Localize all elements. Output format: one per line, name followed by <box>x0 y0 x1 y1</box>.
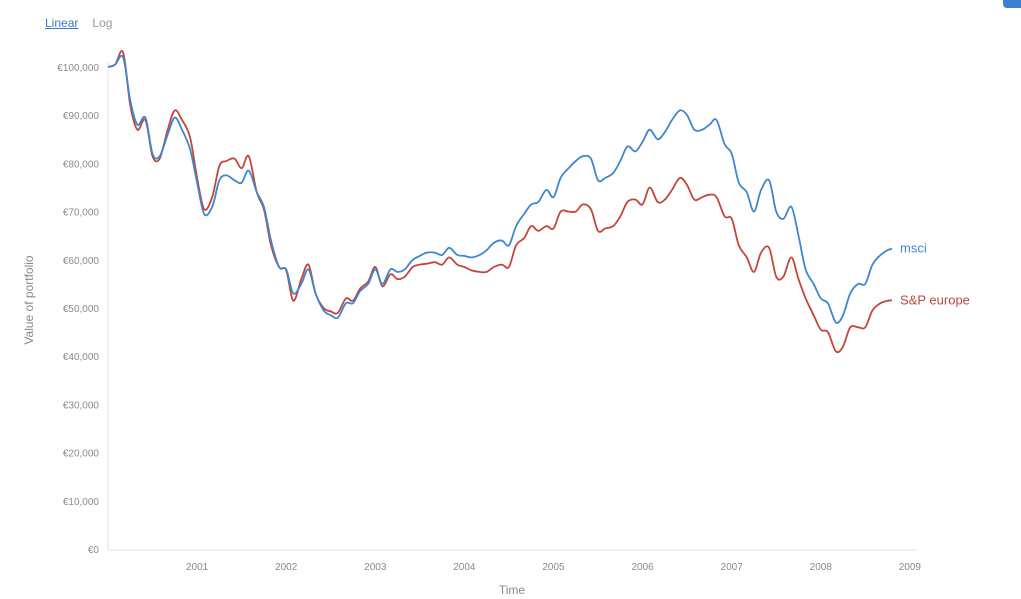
log-scale-link[interactable]: Log <box>92 16 113 30</box>
y-tick-label: €90,000 <box>63 111 100 122</box>
x-tick-label: 2004 <box>453 562 476 573</box>
scale-toggle: Linear Log <box>45 16 112 30</box>
linear-scale-link[interactable]: Linear <box>45 16 79 30</box>
x-tick-label: 2008 <box>810 562 833 573</box>
y-tick-label: €100,000 <box>57 63 99 74</box>
x-tick-label: 2007 <box>721 562 744 573</box>
x-tick-label: 2006 <box>631 562 654 573</box>
series-line-sp-europe <box>107 50 893 354</box>
series-label-msci: msci <box>900 241 927 256</box>
y-tick-labels: €0 €10,000 €20,000 €30,000 €40,000 €50,000 €60… <box>57 63 99 556</box>
x-tick-label: 2005 <box>542 562 565 573</box>
x-tick-label: 2003 <box>364 562 387 573</box>
x-tick-label: 2009 <box>899 562 922 573</box>
download-icon[interactable] <box>1003 0 1021 8</box>
y-tick-label: €0 <box>88 545 100 556</box>
x-tick-label: 2001 <box>186 562 209 573</box>
series-line-msci <box>107 54 893 324</box>
y-axis: €0 €10,000 €20,000 €30,000 €40,000 €50,000 €60… <box>22 62 109 556</box>
y-tick-label: €70,000 <box>63 208 100 219</box>
y-tick-label: €20,000 <box>63 449 100 460</box>
y-tick-label: €40,000 <box>63 352 100 363</box>
x-axis-title: Time <box>499 583 526 597</box>
series-label-sp-europe: S&P europe <box>900 292 970 307</box>
series-layer: S&P europe msci <box>107 50 970 354</box>
x-tick-label: 2002 <box>275 562 298 573</box>
y-tick-label: €80,000 <box>63 159 100 170</box>
y-tick-label: €60,000 <box>63 256 100 267</box>
y-axis-title: Value of portfolio <box>22 255 36 344</box>
x-tick-labels: 2001 2002 2003 2004 2005 2006 2007 2008 2009 <box>186 562 921 573</box>
y-tick-label: €30,000 <box>63 400 100 411</box>
y-tick-label: €50,000 <box>63 304 100 315</box>
y-tick-label: €10,000 <box>63 497 100 508</box>
x-axis: 2001 2002 2003 2004 2005 2006 2007 2008 2009 Tim… <box>108 549 921 597</box>
